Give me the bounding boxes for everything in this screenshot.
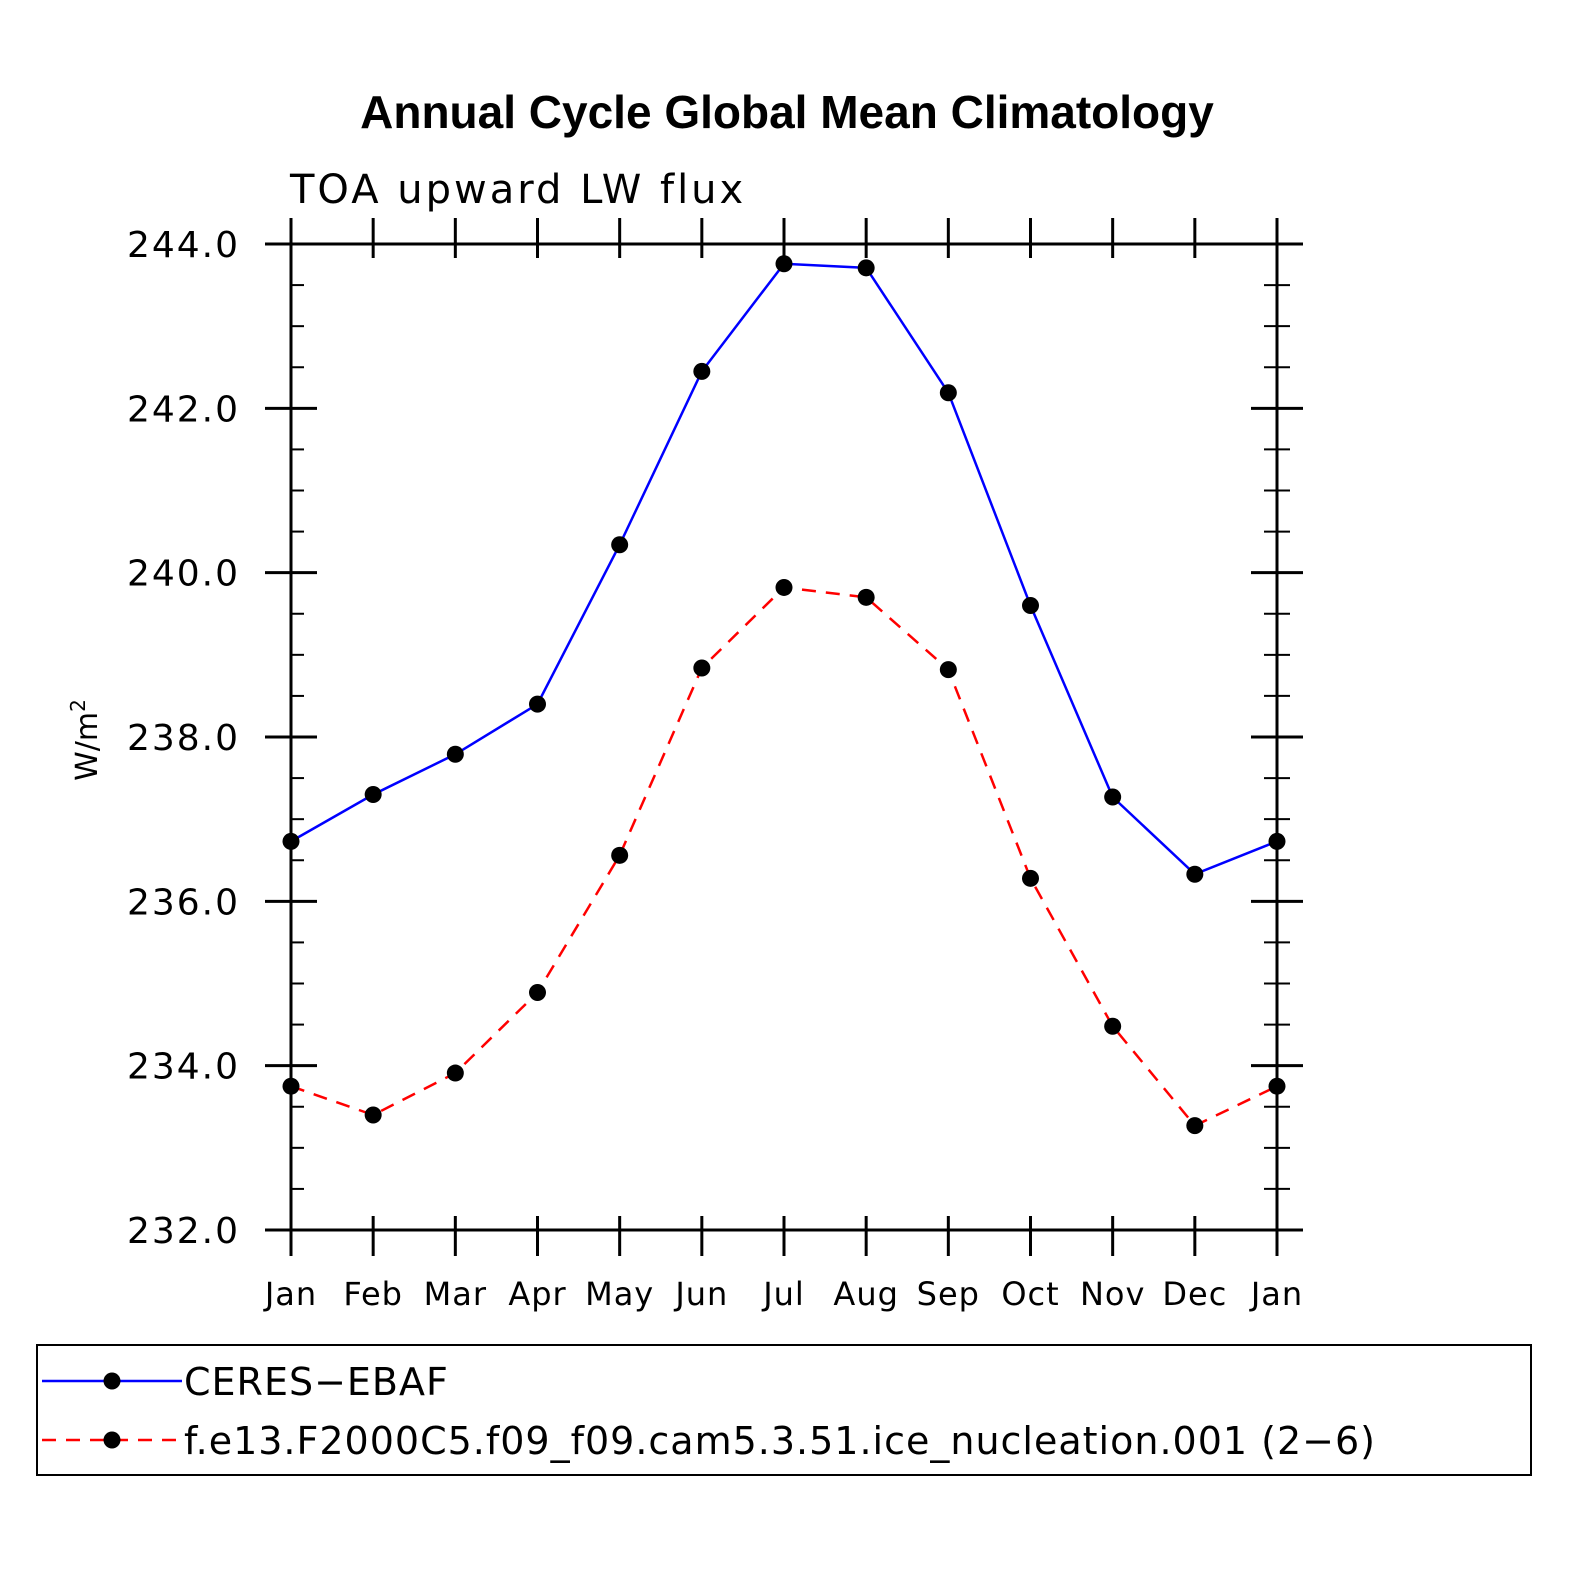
y-tick-label: 234.0 — [127, 1047, 240, 1088]
x-tick-label: Jan — [1249, 1275, 1303, 1313]
series-line-2 — [290, 586, 1278, 1128]
legend: CERES−EBAF f.e13.F2000C5.f09_f09.cam5.3.5… — [36, 1344, 1532, 1476]
x-tick-label: Mar — [424, 1275, 487, 1313]
chart-subtitle: TOA upward LW flux — [289, 167, 746, 213]
data-point-series-2 — [282, 1077, 300, 1095]
chart-title: Annual Cycle Global Mean Climatology — [360, 86, 1214, 138]
series-layer — [282, 255, 1286, 1135]
data-point-series-1 — [1022, 597, 1039, 615]
data-point-series-1 — [1268, 832, 1286, 850]
data-point-series-2 — [1186, 1117, 1204, 1135]
legend-label-2: f.e13.F2000C5.f09_f09.cam5.3.51.ice_nucl… — [184, 1419, 1376, 1463]
data-point-series-1 — [611, 536, 629, 554]
x-tick-label: Jul — [761, 1275, 805, 1313]
data-point-series-1 — [364, 786, 382, 804]
data-point-series-1 — [939, 384, 957, 402]
x-tick-label: Dec — [1162, 1275, 1227, 1313]
y-tick-label: 236.0 — [127, 882, 240, 923]
data-point-series-2 — [529, 984, 546, 1002]
x-tick-label: May — [585, 1275, 654, 1313]
data-point-series-1 — [446, 745, 464, 763]
data-point-series-1 — [282, 832, 300, 850]
data-point-series-2 — [775, 578, 793, 596]
x-tick-label: Aug — [833, 1275, 898, 1313]
plot-frame — [289, 242, 1279, 1232]
x-tick-label: Sep — [917, 1275, 980, 1313]
data-point-series-2 — [364, 1106, 382, 1124]
data-point-series-2 — [611, 846, 629, 864]
y-tick-label: 240.0 — [127, 554, 240, 595]
x-tick-label: Jun — [673, 1275, 728, 1313]
x-tick-label: Nov — [1080, 1275, 1145, 1313]
x-tick-label: Jan — [263, 1275, 317, 1313]
x-tick-label: Apr — [508, 1275, 566, 1313]
data-point-series-1 — [857, 259, 875, 277]
x-tick-label: Feb — [343, 1275, 403, 1313]
data-point-series-2 — [1104, 1017, 1122, 1035]
data-point-series-1 — [693, 362, 711, 380]
data-point-series-2 — [939, 661, 957, 679]
data-point-series-2 — [446, 1064, 464, 1082]
legend-marker-2 — [103, 1431, 121, 1449]
data-point-series-1 — [775, 255, 793, 273]
y-axis-label-unit: W/m — [70, 712, 105, 781]
legend-box — [36, 1344, 1532, 1476]
data-point-series-1 — [1104, 788, 1122, 806]
data-point-series-2 — [1022, 869, 1039, 887]
data-point-series-2 — [857, 588, 875, 606]
data-point-series-2 — [1268, 1077, 1286, 1095]
y-axis-label: W/m2 — [66, 699, 105, 781]
plot-axes: 232.0 234.0 236.0 238.0 240.0 242.0 244.0 Jan Fe… — [127, 218, 1303, 1313]
y-tick-label: 238.0 — [127, 718, 240, 759]
y-tick-label: 242.0 — [127, 389, 240, 430]
y-tick-label: 244.0 — [127, 225, 240, 266]
x-tick-label: Oct — [1001, 1275, 1059, 1313]
series-line-1 — [290, 262, 1278, 876]
y-tick-label: 232.0 — [127, 1211, 240, 1252]
data-point-series-1 — [1186, 865, 1204, 883]
y-axis-label-exponent: 2 — [66, 699, 90, 712]
data-point-series-2 — [693, 659, 711, 677]
legend-marker-1 — [103, 1372, 121, 1390]
legend-label-1: CERES−EBAF — [184, 1360, 449, 1404]
data-point-series-1 — [529, 695, 546, 713]
